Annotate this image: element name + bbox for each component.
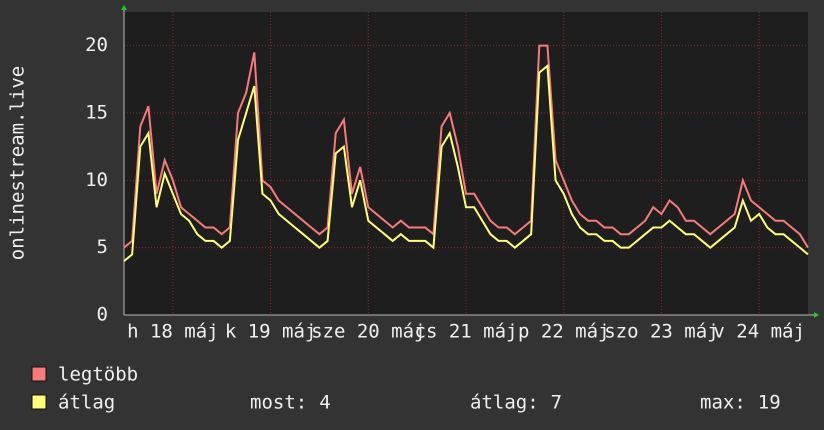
x-tick-label: sze 20 máj <box>311 321 425 343</box>
stat-value: 19 <box>758 392 781 414</box>
series-line <box>123 44 809 249</box>
y-tick-label: 15 <box>85 102 108 124</box>
x-tick-label: v 24 máj <box>713 321 805 343</box>
axis-arrow <box>814 312 819 318</box>
y-tick-label: 10 <box>85 169 108 191</box>
x-tick-label: k 19 máj <box>225 321 317 343</box>
axis-arrow <box>121 5 127 10</box>
y-axis-label: onlinestream.live <box>7 66 29 260</box>
y-tick-label: 0 <box>97 304 108 326</box>
stat-label: max: <box>700 392 746 414</box>
legend-label: legtöbb <box>58 364 138 386</box>
x-tick-label: p 22 máj <box>518 321 610 343</box>
stat-value: 4 <box>319 392 330 414</box>
stat-value: 7 <box>551 392 562 414</box>
x-tick-label: cs 21 máj <box>415 321 518 343</box>
stat-label: átlag: <box>470 392 539 414</box>
y-tick-label: 20 <box>85 34 108 56</box>
stat-label: most: <box>250 392 307 414</box>
legend-label: átlag <box>58 392 115 414</box>
y-tick-label: 5 <box>97 236 108 258</box>
series-line <box>123 63 809 262</box>
x-tick-label: h 18 máj <box>127 321 219 343</box>
legend-swatch <box>31 366 47 382</box>
legend-swatch <box>31 394 47 410</box>
x-tick-label: szo 23 máj <box>604 321 718 343</box>
